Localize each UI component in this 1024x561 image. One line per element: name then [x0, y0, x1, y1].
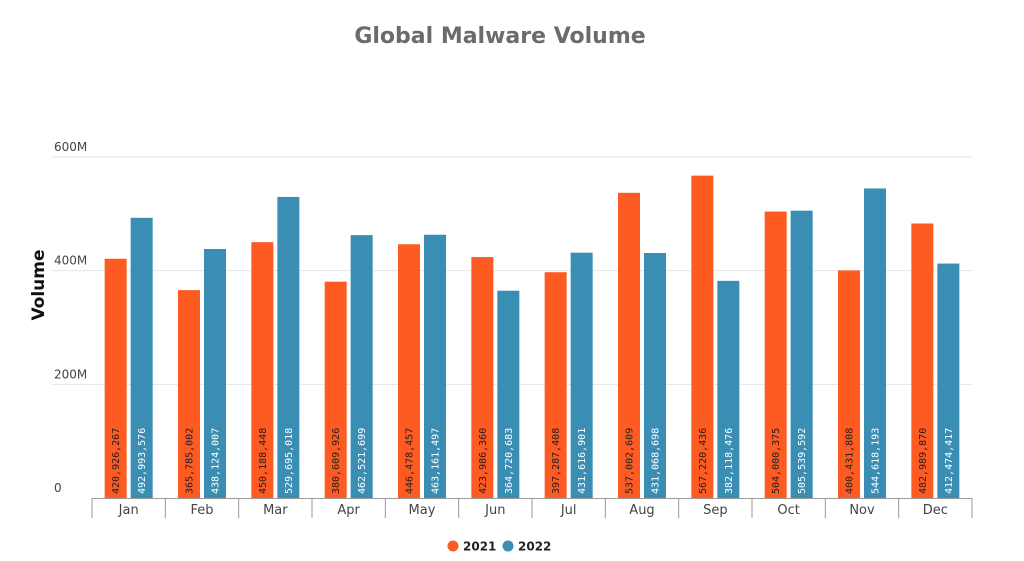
y-tick-label: 600M	[54, 140, 87, 154]
bar-2022-dec	[937, 263, 960, 498]
data-label: 529,695,018	[284, 428, 295, 494]
bar-2022-jul	[570, 252, 593, 498]
data-label: 431,616,901	[577, 428, 588, 494]
y-tick-label: 0	[54, 481, 62, 495]
data-label: 400,431,808	[845, 428, 856, 494]
y-axis-label: Volume	[29, 249, 49, 320]
data-label: 412,474,417	[944, 428, 955, 494]
x-tick-label: Apr	[337, 503, 360, 518]
data-label: 463,161,497	[431, 428, 442, 494]
bar-2022-feb	[204, 248, 226, 498]
data-label: 482,989,870	[918, 428, 929, 494]
data-label: 537,002,609	[625, 428, 636, 494]
data-label: 505,539,592	[797, 428, 808, 494]
x-tick-label: Nov	[849, 503, 875, 518]
x-axis: Jan Feb Mar Apr May Jun Jul Aug Sep Oct Nov Dec	[91, 498, 973, 518]
y-tick-label: 200M	[54, 367, 87, 381]
data-label: 382,118,476	[724, 428, 735, 494]
y-tick-label: 400M	[54, 254, 87, 268]
bar-2022-jan	[130, 217, 153, 499]
data-labels: 420,926,267 492,993,576 365,785,002 438,124…	[111, 428, 955, 494]
bar-2022-may	[424, 234, 446, 498]
data-label: 423,986,360	[478, 428, 489, 494]
x-tick-label: Aug	[629, 503, 654, 518]
x-tick-label: Jun	[484, 503, 505, 518]
bar-2022-jun	[497, 290, 520, 498]
x-tick-label: May	[409, 503, 436, 518]
data-label: 397,287,408	[551, 428, 562, 494]
x-tick-label: Sep	[703, 503, 728, 518]
data-label: 492,993,576	[137, 428, 148, 494]
data-label: 364,720,683	[504, 428, 515, 494]
bar-2022-nov	[864, 188, 886, 498]
legend-marker-2022	[502, 540, 514, 552]
bar-2021-aug	[618, 192, 640, 498]
data-label: 504,000,375	[771, 428, 782, 494]
bar-2021-feb	[178, 290, 200, 498]
bar-2021-may	[398, 244, 420, 498]
bar-2021-sep	[691, 175, 714, 499]
y-axis-ticks: 0 200M 400M 600M	[54, 140, 87, 495]
bar-2021-mar	[251, 242, 274, 498]
x-tick-label: Mar	[263, 503, 288, 518]
x-tick-label: Feb	[190, 503, 213, 518]
data-label: 446,478,457	[405, 428, 416, 494]
data-label: 567,220,436	[698, 428, 709, 494]
bar-2021-jun	[471, 257, 494, 498]
bar-2021-apr	[324, 281, 347, 498]
x-tick-label: Jul	[560, 503, 577, 518]
bar-2021-nov	[838, 270, 860, 498]
bar-2022-aug	[644, 253, 666, 498]
legend-marker-2021	[447, 540, 459, 552]
legend-label-2022: 2022	[518, 540, 551, 554]
x-tick-label: Dec	[923, 503, 948, 518]
data-label: 365,785,002	[185, 428, 196, 494]
data-label: 431,068,698	[651, 428, 662, 494]
x-tick-label: Jan	[118, 503, 139, 518]
data-label: 420,926,267	[111, 428, 122, 494]
legend-label-2021: 2021	[463, 540, 496, 554]
bar-2022-apr	[350, 235, 373, 499]
bar-2021-jul	[544, 272, 567, 498]
data-label: 438,124,007	[211, 428, 222, 494]
bars	[104, 175, 960, 499]
data-label: 462,521,699	[357, 428, 368, 494]
bar-2022-mar	[277, 196, 300, 498]
bar-2021-dec	[911, 223, 934, 498]
bar-2021-oct	[764, 211, 787, 498]
bar-2022-oct	[790, 210, 813, 498]
bar-2021-jan	[104, 258, 127, 498]
data-label: 380,609,926	[331, 428, 342, 494]
data-label: 450,188,448	[258, 428, 269, 494]
bar-2022-sep	[717, 280, 740, 498]
x-tick-label: Oct	[777, 503, 799, 518]
chart-title: Global Malware Volume	[354, 24, 645, 49]
data-label: 544,618,193	[871, 428, 882, 494]
legend: 2021 2022	[447, 540, 551, 554]
